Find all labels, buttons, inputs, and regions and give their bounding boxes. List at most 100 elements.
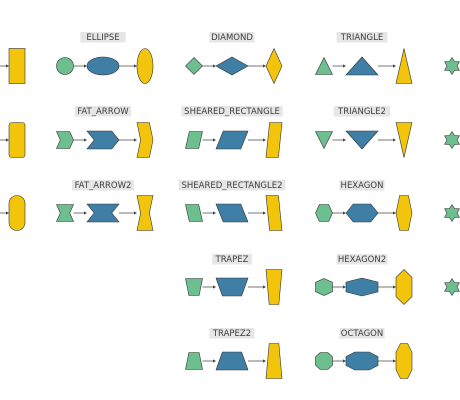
shape-cell-triangle2: TRIANGLE2 [315,106,413,158]
small-node [315,352,333,370]
large-node [8,122,26,158]
edge-small-to-medium-arrowhead [213,285,216,289]
shape-label-background [74,106,132,117]
small-node [444,56,460,76]
small-node [315,278,333,296]
shape-cell-fat-arrow: FAT_ARROW [56,106,154,158]
edge-medium-to-large-arrowhead [134,64,137,68]
shape-label-background [336,32,388,43]
shape-label: TRAPEZ2 [212,329,251,339]
medium-node [215,56,249,76]
small-node [444,130,460,150]
small-node [56,131,74,149]
small-node [444,277,460,297]
large-node [8,195,26,231]
shape-label: TRIANGLE [340,33,383,43]
medium-node [86,56,120,76]
small-node [315,131,333,150]
large-node [265,122,283,158]
large-node [395,48,413,84]
edge-small-to-medium-arrowhead [343,285,346,289]
shape-label-background [178,180,286,191]
edge-medium-to-large-arrowhead [393,211,396,215]
shape-label: HEXAGON2 [338,255,386,265]
small-node [56,204,74,222]
shape-cell-star [444,56,460,76]
edge-medium-to-large-arrowhead [263,285,266,289]
edge-small-to-medium-arrowhead [213,359,216,363]
shape-label: FAT_ARROW [77,107,129,117]
shape-cell-fat-arrow2: FAT_ARROW2 [56,180,154,231]
shape-cell-round-rectangle: GLE [0,122,26,158]
medium-node [345,351,379,371]
shape-label: ELLIPSE [86,33,119,43]
medium-node [345,203,379,223]
shape-label: TRAPEZ [215,255,249,265]
large-node [395,195,413,231]
shape-label: FAT_ARROW2 [75,181,132,191]
shape-cell-ellipse: ELLIPSE [56,32,154,84]
large-node [265,343,283,379]
edge-small-to-medium-arrowhead [343,359,346,363]
medium-node [215,203,249,223]
large-node [136,48,154,84]
edge-medium-to-large-arrowhead [263,359,266,363]
medium-node [215,351,249,371]
shape-label-background [72,180,134,191]
medium-node [86,203,120,223]
shape-label: TRIANGLE2 [337,107,386,117]
medium-node [86,130,120,150]
large-node [265,269,283,305]
shape-cell-star [444,277,460,297]
edge-medium-to-large-arrowhead [393,138,396,142]
edge-medium-to-large-arrowhead [6,138,9,142]
shape-label-background [209,328,255,339]
medium-node [345,130,379,150]
shape-label: OCTAGON [341,329,383,339]
small-node [185,131,203,149]
shape-label-background [333,106,391,117]
edge-small-to-medium-arrowhead [343,138,346,142]
medium-node [215,277,249,297]
small-node [56,57,74,75]
shape-cell-trapez2: TRAPEZ2 [185,328,283,379]
shape-label-background [181,106,283,117]
shape-label-background [80,32,126,43]
shape-label-background [212,254,252,265]
edge-medium-to-large-arrowhead [263,211,266,215]
edge-small-to-medium-arrowhead [213,138,216,142]
small-node [444,203,460,223]
edge-medium-to-large-arrowhead [6,64,9,68]
medium-node [345,277,379,297]
large-node [265,47,283,85]
edge-medium-to-large-arrowhead [6,211,9,215]
shape-cell-star [444,203,460,223]
edge-medium-to-large-arrowhead [134,211,137,215]
shape-label-background [209,32,255,43]
medium-node [345,56,379,76]
edge-small-to-medium-arrowhead [213,64,216,68]
large-node [8,48,26,84]
shape-cell-capsule [0,195,26,231]
large-node [136,122,154,158]
edge-small-to-medium-arrowhead [84,138,87,142]
edge-medium-to-large-arrowhead [263,64,266,68]
shape-label-background [339,328,385,339]
edge-medium-to-large-arrowhead [134,138,137,142]
shape-label-background [336,254,388,265]
shape-cell-triangle: TRIANGLE [315,32,413,84]
edge-small-to-medium-arrowhead [213,211,216,215]
small-node [185,278,203,296]
shape-label: HEXAGON [341,181,384,191]
large-node [395,269,413,305]
large-node [265,195,283,231]
edge-medium-to-large-arrowhead [393,64,396,68]
shape-label: DIAMOND [211,33,253,43]
large-node [136,195,154,231]
small-node [185,204,203,222]
shape-cell-trapez: TRAPEZ [185,254,283,305]
large-node [395,343,413,379]
medium-node [215,130,249,150]
edge-medium-to-large-arrowhead [393,285,396,289]
